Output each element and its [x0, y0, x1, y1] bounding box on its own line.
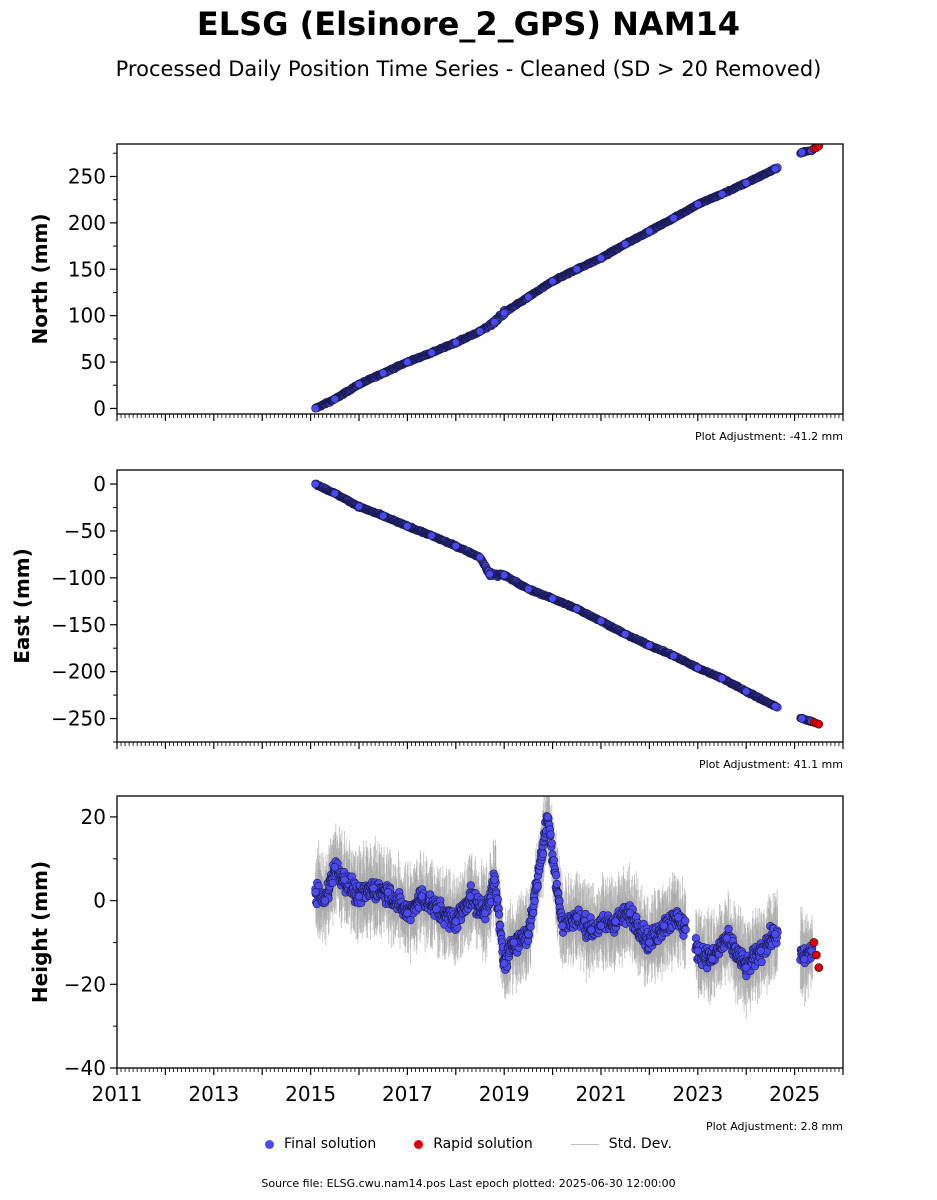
page-title: ELSG (Elsinore_2_GPS) NAM14 — [196, 5, 741, 43]
page-subtitle: Processed Daily Position Time Series - C… — [115, 57, 822, 81]
y-tick-label: 250 — [68, 164, 106, 188]
final-point — [548, 277, 557, 286]
final-point — [354, 380, 364, 389]
final-point — [490, 318, 499, 327]
y-tick-label: 150 — [68, 257, 106, 281]
rapid-point — [814, 144, 824, 151]
y-axis-label: North (mm) — [28, 213, 52, 344]
final-point — [403, 357, 412, 367]
final-point — [742, 178, 751, 188]
y-tick-label: 100 — [68, 304, 106, 328]
final-point — [797, 148, 806, 157]
final-point — [621, 240, 630, 249]
final-point — [771, 164, 780, 174]
final-point — [717, 190, 727, 199]
final-point — [451, 338, 460, 347]
data-layer — [311, 479, 824, 729]
final-point — [427, 348, 436, 357]
y-tick-label: 50 — [81, 350, 106, 374]
final-point — [572, 265, 581, 274]
final-point — [645, 227, 654, 236]
final-point — [475, 327, 485, 336]
final-point — [693, 200, 702, 209]
final-point — [669, 214, 678, 223]
final-point — [596, 254, 606, 263]
plot-adjustment-note: Plot Adjustment: -41.2 mm — [695, 430, 843, 443]
y-tick-label: 0 — [93, 396, 106, 420]
final-point — [524, 292, 533, 302]
final-point — [330, 395, 339, 404]
final-point — [379, 369, 388, 378]
y-tick-label: 200 — [68, 211, 106, 235]
panel-0: 0 50 100 150 200 250 North (mm) Plot Adjustment… — [28, 143, 844, 443]
final-point — [500, 308, 509, 317]
data-layer — [311, 144, 824, 413]
final-point — [311, 404, 320, 413]
